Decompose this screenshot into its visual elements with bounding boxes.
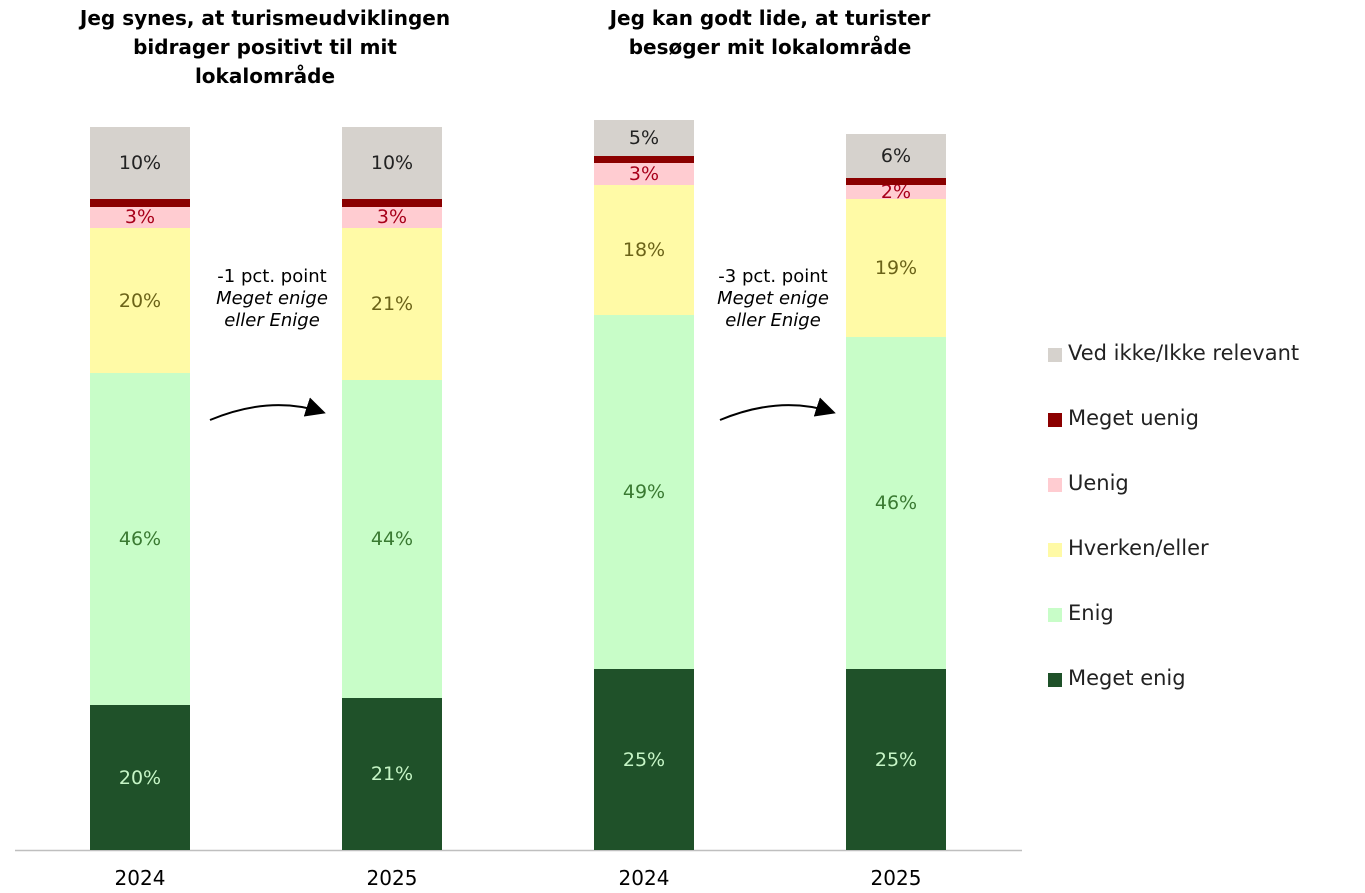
- data-label: 3%: [376, 206, 408, 229]
- legend-swatch: [1048, 478, 1062, 492]
- data-label: 5%: [628, 126, 660, 149]
- bar-segment: [846, 669, 946, 850]
- bar-segment: [594, 314, 694, 670]
- x-tick-label: 2025: [870, 866, 922, 890]
- bar-segment: [846, 184, 946, 200]
- data-label: 21%: [370, 763, 414, 786]
- data-label: 21%: [370, 293, 414, 316]
- chart-title: Jeg kan godt lide, at turister besøger m…: [609, 6, 931, 59]
- data-label: 3%: [628, 162, 660, 185]
- arrow: [209, 397, 326, 421]
- legend-swatch: [1048, 543, 1062, 557]
- bar-segment: [342, 380, 442, 699]
- data-label: 25%: [874, 748, 918, 771]
- data-label: 6%: [880, 144, 912, 167]
- bar-segment: [846, 177, 946, 185]
- data-label: 20%: [118, 289, 162, 312]
- data-label: 10%: [118, 152, 162, 175]
- annotation-text: -1 pct. point: [217, 266, 327, 287]
- legend-swatch: [1048, 348, 1062, 362]
- data-label: 44%: [370, 528, 414, 551]
- bar-segment: [342, 698, 442, 850]
- legend-label: Hverken/eller: [1068, 536, 1209, 560]
- bar-segment: [594, 669, 694, 850]
- bar-segment: [90, 199, 190, 207]
- arrow: [719, 397, 836, 421]
- legend-label: Uenig: [1068, 471, 1129, 495]
- data-label: 10%: [370, 152, 414, 175]
- bar-segment: [342, 206, 442, 229]
- legend-label: Meget enig: [1068, 666, 1186, 690]
- legend-swatch: [1048, 673, 1062, 687]
- annotation-text: -3 pct. point: [718, 266, 828, 287]
- bar-segment: [90, 206, 190, 229]
- bar-segment: [594, 163, 694, 185]
- data-label: 46%: [874, 491, 918, 514]
- legend-swatch: [1048, 608, 1062, 622]
- bar-segment: [594, 155, 694, 164]
- legend-label: Enig: [1068, 601, 1114, 625]
- annotation-note: Meget enige eller Enige: [717, 288, 829, 331]
- bar-segment: [846, 134, 946, 178]
- bar-segment: [90, 705, 190, 850]
- legend-swatch: [1048, 413, 1062, 427]
- legend-label: Meget uenig: [1068, 406, 1199, 430]
- bar-segment: [90, 372, 190, 706]
- bar-segment: [342, 199, 442, 207]
- data-label: 2%: [880, 181, 912, 204]
- x-tick-label: 2024: [114, 866, 166, 890]
- bar-segment: [342, 228, 442, 381]
- chart-title: Jeg synes, at turismeudviklingen bidrage…: [79, 6, 451, 88]
- bar-segment: [90, 228, 190, 373]
- legend-label: Ved ikke/Ikke relevant: [1068, 341, 1300, 365]
- bar-segment: [594, 119, 694, 156]
- data-label: 25%: [622, 748, 666, 771]
- x-tick-label: 2025: [366, 866, 418, 890]
- data-label: 19%: [874, 256, 918, 279]
- bar-segment: [342, 127, 442, 200]
- bar-segment: [594, 184, 694, 315]
- data-label: 3%: [124, 206, 156, 229]
- bar-segment: [90, 127, 190, 200]
- annotation: -1 pct. point Meget enige eller Enige: [207, 266, 337, 332]
- annotation-note: Meget enige eller Enige: [216, 288, 328, 331]
- data-label: 20%: [118, 766, 162, 789]
- data-label: 46%: [118, 528, 162, 551]
- bar-segment: [846, 336, 946, 670]
- annotation: -3 pct. point Meget enige eller Enige: [708, 266, 838, 332]
- bar-segment: [846, 199, 946, 337]
- data-label: 18%: [622, 238, 666, 261]
- data-label: 49%: [622, 481, 666, 504]
- x-tick-label: 2024: [618, 866, 670, 890]
